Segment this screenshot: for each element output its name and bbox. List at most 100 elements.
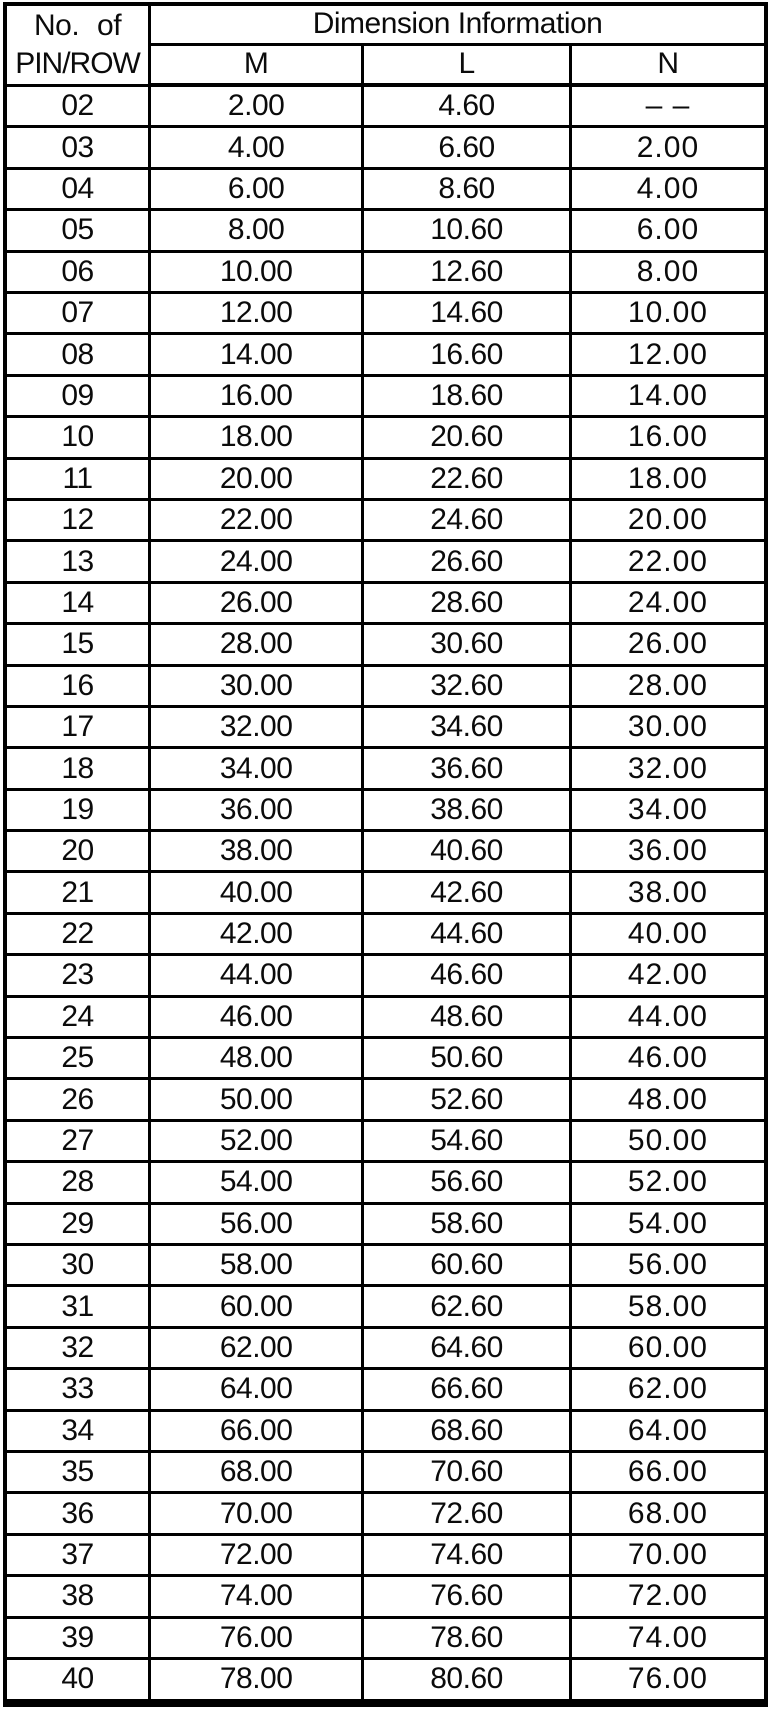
table-row: 10 18.00 20.60 16.00	[3, 415, 768, 460]
table-row: 26 50.00 52.60 48.00	[3, 1077, 768, 1122]
n-value-cell: 12.00	[568, 332, 768, 377]
table-row: 09 16.00 18.60 14.00	[3, 373, 768, 419]
table-row: 08 14.00 16.60 12.00	[3, 332, 768, 377]
m-value-cell: 74.00	[148, 1574, 365, 1619]
table-row: 33 64.00 66.60 62.00	[3, 1367, 768, 1412]
m-value-cell: 60.00	[148, 1284, 365, 1329]
l-value-cell: 32.60	[361, 663, 572, 708]
m-value-cell: 20.00	[148, 456, 365, 501]
n-value-cell: 10.00	[568, 291, 768, 336]
l-value-cell: 28.60	[361, 580, 572, 626]
m-value-cell: 78.00	[148, 1656, 365, 1705]
n-value-cell: 4.00	[568, 166, 768, 212]
pin-cell: 37	[3, 1532, 152, 1578]
n-value-cell: – –	[568, 83, 768, 129]
l-value-cell: 76.60	[361, 1574, 572, 1619]
n-value-cell: 76.00	[568, 1656, 768, 1705]
table-row: 40 78.00 80.60 76.00	[3, 1656, 768, 1705]
m-value-cell: 52.00	[148, 1118, 365, 1164]
m-value-cell: 46.00	[148, 994, 365, 1040]
pin-cell: 33	[3, 1367, 152, 1412]
table-row: 21 40.00 42.60 38.00	[3, 870, 768, 915]
n-value-cell: 50.00	[568, 1118, 768, 1164]
l-value-cell: 4.60	[361, 83, 572, 129]
m-value-cell: 64.00	[148, 1367, 365, 1412]
n-value-cell: 74.00	[568, 1615, 768, 1660]
m-value-cell: 24.00	[148, 539, 365, 584]
n-value-cell: 38.00	[568, 870, 768, 915]
pin-cell: 10	[3, 415, 152, 460]
table-row: 25 48.00 50.60 46.00	[3, 1036, 768, 1081]
column-header-l: L	[361, 42, 572, 87]
n-value-cell: 26.00	[568, 622, 768, 667]
table-row: 39 76.00 78.60 74.00	[3, 1615, 768, 1660]
pin-cell: 30	[3, 1242, 152, 1288]
n-value-cell: 46.00	[568, 1036, 768, 1081]
l-value-cell: 56.60	[361, 1160, 572, 1205]
column-header-n: N	[568, 42, 768, 87]
l-value-cell: 10.60	[361, 208, 572, 253]
m-value-cell: 6.00	[148, 166, 365, 212]
m-value-cell: 2.00	[148, 83, 365, 129]
l-value-cell: 40.60	[361, 829, 572, 874]
m-value-cell: 58.00	[148, 1242, 365, 1288]
pin-cell: 31	[3, 1284, 152, 1329]
l-value-cell: 64.60	[361, 1325, 572, 1371]
l-value-cell: 18.60	[361, 373, 572, 419]
m-value-cell: 54.00	[148, 1160, 365, 1205]
pin-cell: 26	[3, 1077, 152, 1122]
table-row: 36 70.00 72.60 68.00	[3, 1491, 768, 1536]
dimension-information-header: Dimension Information	[148, 2, 768, 46]
l-value-cell: 16.60	[361, 332, 572, 377]
m-value-cell: 18.00	[148, 415, 365, 460]
pin-cell: 07	[3, 291, 152, 336]
l-value-cell: 36.60	[361, 746, 572, 791]
pin-cell: 18	[3, 746, 152, 791]
table-row: 11 20.00 22.60 18.00	[3, 456, 768, 501]
m-value-cell: 68.00	[148, 1449, 365, 1495]
m-value-cell: 38.00	[148, 829, 365, 874]
pin-cell: 08	[3, 332, 152, 377]
pin-cell: 38	[3, 1574, 152, 1619]
m-value-cell: 56.00	[148, 1201, 365, 1247]
header-sub-row: M L N	[5, 42, 768, 87]
n-value-cell: 72.00	[568, 1574, 768, 1619]
l-value-cell: 44.60	[361, 911, 572, 957]
dimension-table: No. of PIN/ROW Dimension Information M L…	[3, 2, 768, 1707]
pin-cell: 24	[3, 994, 152, 1040]
pin-cell: 13	[3, 539, 152, 584]
table-row: 14 26.00 28.60 24.00	[3, 580, 768, 626]
table-row: 17 32.00 34.60 30.00	[3, 704, 768, 750]
pin-cell: 29	[3, 1201, 152, 1247]
m-value-cell: 72.00	[148, 1532, 365, 1578]
pin-cell: 06	[3, 249, 152, 295]
table-row: 05 8.00 10.60 6.00	[3, 208, 768, 253]
n-value-cell: 34.00	[568, 787, 768, 833]
pin-cell: 22	[3, 911, 152, 957]
table-row: 38 74.00 76.60 72.00	[3, 1574, 768, 1619]
pin-cell: 34	[3, 1408, 152, 1453]
n-value-cell: 40.00	[568, 911, 768, 957]
n-value-cell: 68.00	[568, 1491, 768, 1536]
table-row: 31 60.00 62.60 58.00	[3, 1284, 768, 1329]
table-header: No. of PIN/ROW Dimension Information M L…	[3, 2, 768, 87]
n-value-cell: 70.00	[568, 1532, 768, 1578]
table-row: 15 28.00 30.60 26.00	[3, 622, 768, 667]
l-value-cell: 70.60	[361, 1449, 572, 1495]
l-value-cell: 8.60	[361, 166, 572, 212]
l-value-cell: 80.60	[361, 1656, 572, 1705]
table-row: 30 58.00 60.60 56.00	[3, 1242, 768, 1288]
pin-cell: 19	[3, 787, 152, 833]
pin-cell: 40	[3, 1656, 152, 1705]
l-value-cell: 30.60	[361, 622, 572, 667]
l-value-cell: 60.60	[361, 1242, 572, 1288]
m-value-cell: 36.00	[148, 787, 365, 833]
table-row: 20 38.00 40.60 36.00	[3, 829, 768, 874]
table-row: 29 56.00 58.60 54.00	[3, 1201, 768, 1247]
m-value-cell: 40.00	[148, 870, 365, 915]
table-row: 37 72.00 74.60 70.00	[3, 1532, 768, 1578]
l-value-cell: 42.60	[361, 870, 572, 915]
l-value-cell: 52.60	[361, 1077, 572, 1122]
n-value-cell: 28.00	[568, 663, 768, 708]
